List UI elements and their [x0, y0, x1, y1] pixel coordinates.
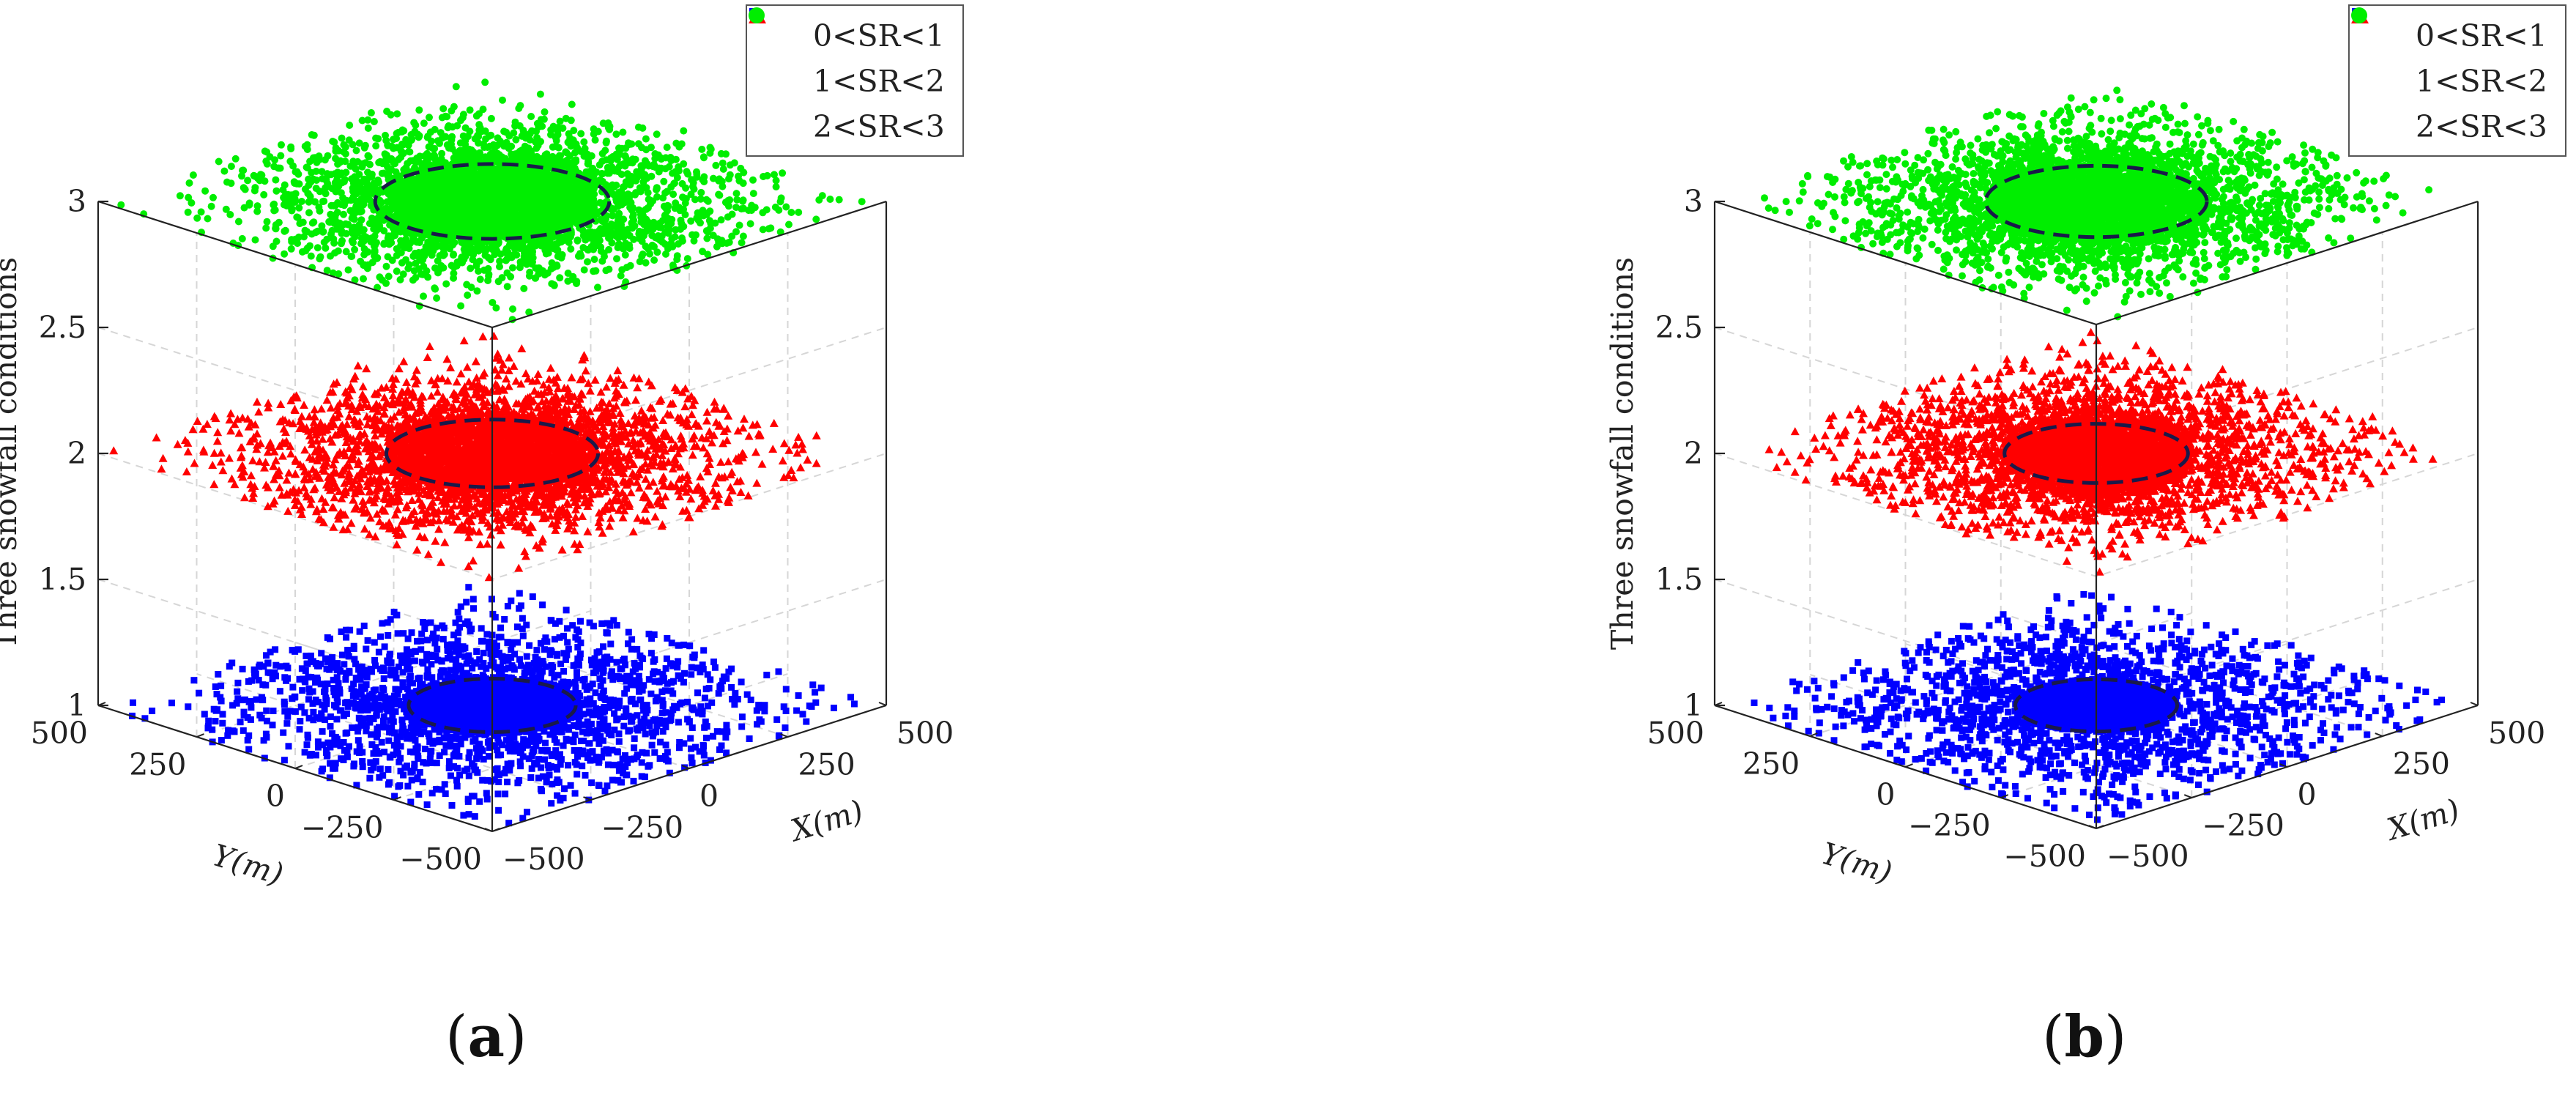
figure: 1 1.5 2 2.5 3 −500 −250 0 250 500 −500 −250 0 250 500 Y…: [0, 0, 2576, 1098]
